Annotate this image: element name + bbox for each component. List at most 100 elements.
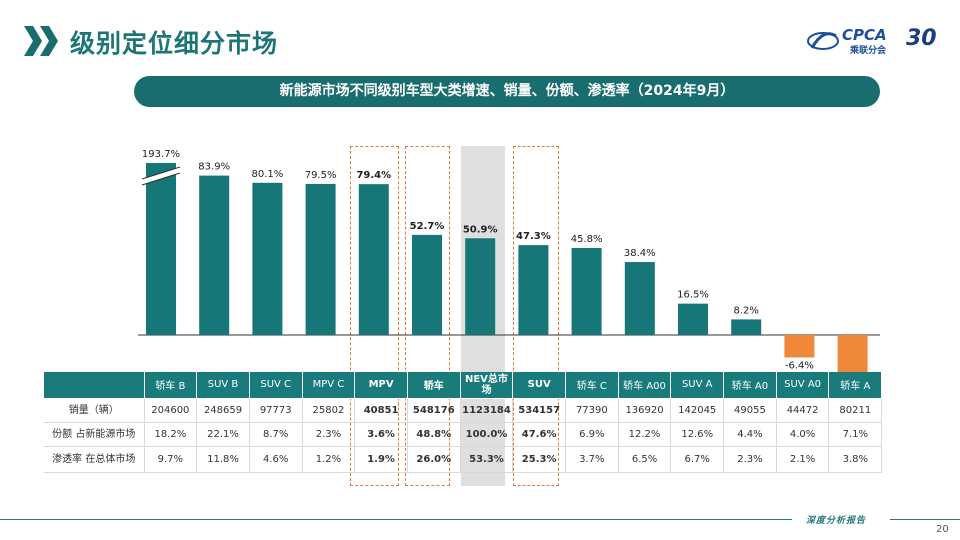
table-cell: 40851 bbox=[354, 398, 408, 423]
table-cell: 534157 bbox=[512, 398, 566, 423]
table-cell: 26.0% bbox=[407, 446, 461, 473]
bar bbox=[678, 303, 708, 335]
table-cell: 11.8% bbox=[196, 446, 250, 473]
table-cell: 1.9% bbox=[354, 446, 408, 473]
table-header-row: 轿车 B SUV B SUV C MPV C MPV 轿车 NEV总市场 SUV 轿车 C 轿车 … bbox=[44, 372, 883, 399]
table-cell: 7.1% bbox=[828, 422, 883, 447]
table-cell: 2.3% bbox=[723, 446, 777, 473]
table-header-cell: SUV B bbox=[196, 372, 250, 399]
table-header-cell: 轿车 A bbox=[828, 372, 883, 399]
table-cell: 1123184 bbox=[460, 398, 514, 423]
table-cell: 6.9% bbox=[565, 422, 619, 447]
table-header-cell: 轿车 B bbox=[144, 372, 198, 399]
page-number: 20 bbox=[936, 524, 949, 535]
table-cell: 6.7% bbox=[670, 446, 725, 473]
table-cell: 77390 bbox=[565, 398, 619, 423]
table-cell: 9.7% bbox=[144, 446, 198, 473]
axis-break-mark bbox=[141, 172, 181, 186]
row-label: 销量（辆） bbox=[44, 398, 145, 423]
bar bbox=[199, 175, 230, 335]
table-cell: 2.1% bbox=[776, 446, 830, 473]
table-cell: 248659 bbox=[196, 398, 250, 423]
bar-value-label: 83.9% bbox=[198, 162, 230, 173]
cpca-emblem-icon bbox=[807, 32, 839, 50]
table-cell: 47.6% bbox=[512, 422, 566, 447]
bar-value-label: 50.9% bbox=[463, 224, 498, 235]
bar bbox=[731, 319, 762, 335]
table-cell: 8.7% bbox=[249, 422, 303, 447]
bar-value-label: 80.1% bbox=[252, 169, 284, 180]
footer-text: 深度分析报告 bbox=[806, 516, 867, 526]
page-title: 级别定位细分市场 bbox=[70, 29, 279, 58]
table-cell: 4.6% bbox=[249, 446, 303, 473]
table-cell: 44472 bbox=[776, 398, 830, 423]
bar-value-label: 45.8% bbox=[571, 234, 603, 245]
table-header-cell: 轿车 A0 bbox=[723, 372, 777, 399]
bar-value-label: -6.4% bbox=[785, 360, 814, 371]
table-cell: 22.1% bbox=[196, 422, 250, 447]
table-header-cell: MPV C bbox=[302, 372, 356, 399]
row-label: 渗透率 在总体市场 bbox=[44, 446, 145, 473]
bar-value-label: 38.4% bbox=[624, 248, 656, 259]
bar-value-label: 79.5% bbox=[305, 170, 337, 181]
table-header-cell: SUV A0 bbox=[776, 372, 830, 399]
table-corner bbox=[44, 372, 145, 399]
chevron-icon bbox=[24, 26, 58, 56]
table-header-cell: 轿车 bbox=[407, 372, 461, 399]
table-cell: 49055 bbox=[723, 398, 777, 423]
table-cell: 12.2% bbox=[618, 422, 672, 447]
bar bbox=[305, 183, 336, 335]
table-header-cell: MPV bbox=[354, 372, 408, 399]
table-header-cell: 轿车 A00 bbox=[618, 372, 672, 399]
bar bbox=[465, 238, 496, 335]
table-cell: 3.6% bbox=[354, 422, 408, 447]
table-cell: 97773 bbox=[249, 398, 303, 423]
table-cell: 18.2% bbox=[144, 422, 198, 447]
table-cell: 100.0% bbox=[460, 422, 514, 447]
bar-value-label: 52.7% bbox=[410, 221, 445, 232]
cpca-logo: CPCA 乘联分会 30 bbox=[806, 24, 946, 60]
bar-value-label: 47.3% bbox=[516, 231, 551, 242]
table-cell: 25.3% bbox=[512, 446, 566, 473]
table-header-cell: SUV A bbox=[670, 372, 725, 399]
anniversary-30: 30 bbox=[906, 26, 937, 51]
table-row: 份额 占新能源市场 18.2% 22.1% 8.7% 2.3% 3.6% 48.8% 100… bbox=[44, 422, 883, 447]
highlight-box-mpv bbox=[350, 146, 399, 486]
table-header-cell: 轿车 C bbox=[565, 372, 619, 399]
table-cell: 6.5% bbox=[618, 446, 672, 473]
table-cell: 2.3% bbox=[302, 422, 356, 447]
table-cell: 1.2% bbox=[302, 446, 356, 473]
bar bbox=[624, 262, 655, 335]
table-cell: 12.6% bbox=[670, 422, 725, 447]
bar-value-label: 193.7% bbox=[142, 149, 180, 160]
logo-subtext: 乘联分会 bbox=[850, 46, 887, 56]
bar-value-label: 16.5% bbox=[677, 290, 709, 301]
table-cell: 142045 bbox=[670, 398, 725, 423]
table-cell: 53.3% bbox=[460, 446, 514, 473]
table-cell: 4.0% bbox=[776, 422, 830, 447]
table-cell: 548176 bbox=[407, 398, 461, 423]
table-row: 渗透率 在总体市场 9.7% 11.8% 4.6% 1.2% 1.9% 26.0% 53.3… bbox=[44, 446, 883, 473]
table-cell: 48.8% bbox=[407, 422, 461, 447]
bar bbox=[146, 163, 176, 335]
highlight-box-suv bbox=[513, 146, 559, 486]
bar bbox=[571, 247, 602, 335]
table-cell: 3.7% bbox=[565, 446, 619, 473]
bar-value-label: 79.4% bbox=[356, 170, 391, 181]
table-cell: 204600 bbox=[144, 398, 198, 423]
bar bbox=[784, 335, 815, 358]
bar bbox=[252, 182, 283, 335]
table-header-cell: SUV C bbox=[249, 372, 303, 399]
footer-divider-right bbox=[890, 519, 960, 520]
footer-divider bbox=[0, 519, 792, 520]
axis-break-mark bbox=[141, 166, 181, 180]
table-header-cell: SUV bbox=[512, 372, 566, 399]
row-label: 份额 占新能源市场 bbox=[44, 422, 145, 447]
logo-text: CPCA bbox=[842, 26, 887, 44]
table-cell: 25802 bbox=[302, 398, 356, 423]
bar bbox=[412, 234, 442, 335]
bar bbox=[518, 245, 549, 335]
data-table: 轿车 B SUV B SUV C MPV C MPV 轿车 NEV总市场 SUV 轿车 C 轿车 … bbox=[44, 372, 883, 473]
chart-banner: 新能源市场不同级别车型大类增速、销量、份额、渗透率（2024年9月） bbox=[134, 76, 880, 107]
